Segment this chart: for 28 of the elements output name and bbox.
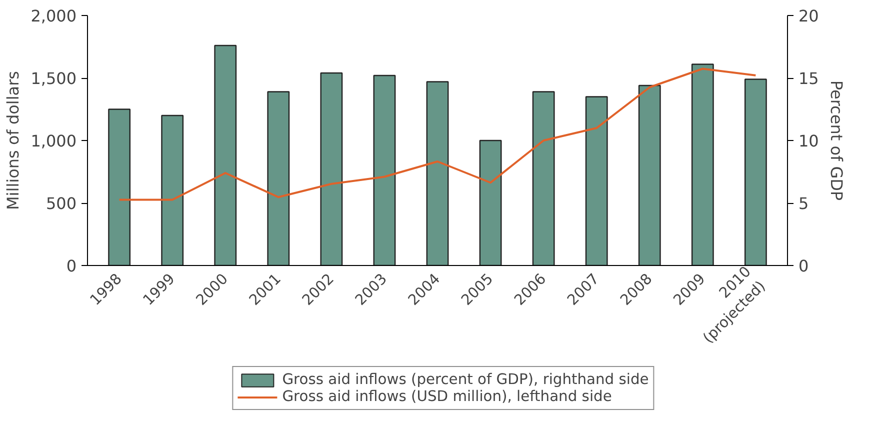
y-tick-label: 0 xyxy=(66,256,77,276)
bar xyxy=(691,64,714,266)
bar xyxy=(426,81,449,266)
bar xyxy=(108,108,131,266)
bar xyxy=(267,91,290,266)
legend-label: Gross aid inflows (USD million), lefthand side xyxy=(282,388,612,405)
y2-axis-title: Percent of GDP xyxy=(826,80,846,201)
bar xyxy=(638,84,661,266)
y-axis-title: Millions of dollars xyxy=(4,71,23,210)
y-tick-label: 1,500 xyxy=(30,69,77,88)
line-series xyxy=(118,68,757,201)
bar xyxy=(532,91,555,266)
y2-tick-label: 5 xyxy=(798,194,809,213)
y2-tick-label: 0 xyxy=(798,256,809,276)
bar xyxy=(161,114,184,266)
bar xyxy=(744,78,767,266)
bar xyxy=(373,74,396,266)
y-tick-label: 1,000 xyxy=(30,132,77,150)
legend-label: Gross aid inflows (percent of GDP), righthand side xyxy=(282,371,649,388)
bar xyxy=(320,72,343,266)
y2-tick-label: 20 xyxy=(798,6,819,26)
bar xyxy=(214,44,237,266)
bar xyxy=(585,96,608,266)
bar xyxy=(479,140,502,266)
y-tick-label: 2,000 xyxy=(30,6,77,26)
y-tick-label: 500 xyxy=(46,194,77,213)
y2-tick-label: 10 xyxy=(798,132,819,150)
y2-tick-label: 15 xyxy=(798,69,819,88)
